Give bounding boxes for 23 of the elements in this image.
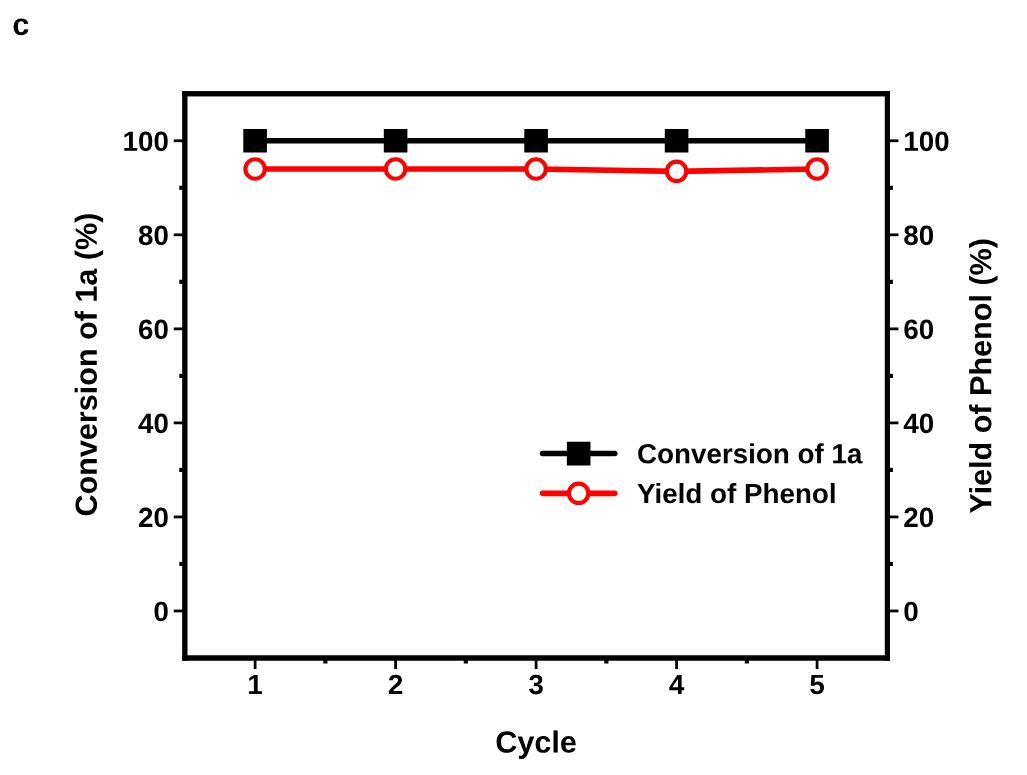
y-tick-label: 100 [124,131,168,152]
x-tick-label: 4 [669,674,685,695]
y2-tick-label: 0 [904,601,918,622]
text: c [13,18,29,36]
x-tick-label: 1 [249,674,263,695]
y2-axis-title: Yield of Phenol (%) [969,239,998,514]
y-tick-label: 80 [138,225,168,246]
y-axis-title: Conversion of 1a (%) [74,214,104,516]
x-tick-label: 2 [388,674,403,695]
y2-tick-label: 100 [905,131,949,152]
x-axis-title: Cycle [496,730,576,759]
y2-tick-label: 60 [904,319,934,340]
x-tick-label: 3 [529,674,543,695]
legend-label: Yield of Phenol [637,482,835,504]
legend-label: Conversion of 1a [638,443,863,464]
y-tick-label: 0 [154,601,168,622]
y-tick-label: 60 [139,319,168,340]
y-tick-label: 40 [138,413,168,434]
y-tick-label: 20 [138,507,168,528]
y2-tick-label: 20 [904,507,934,528]
y2-tick-label: 80 [904,225,934,246]
x-tick-label: 5 [810,674,825,695]
y2-tick-label: 40 [903,413,934,434]
